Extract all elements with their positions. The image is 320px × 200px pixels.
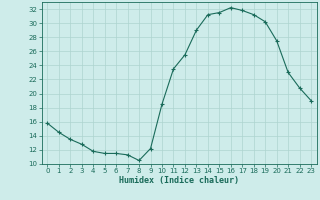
X-axis label: Humidex (Indice chaleur): Humidex (Indice chaleur) xyxy=(119,176,239,185)
